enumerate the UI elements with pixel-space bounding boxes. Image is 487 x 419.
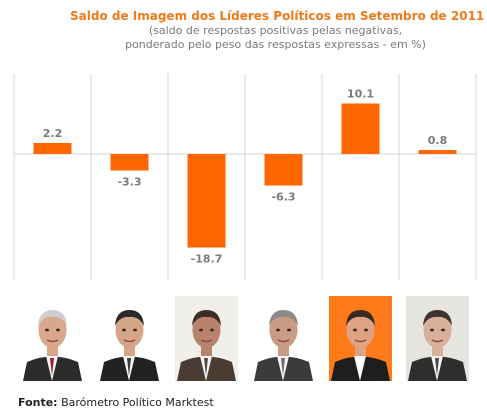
chart-subtitle-line-2: ponderado pelo peso das respostas expres…	[125, 38, 426, 51]
portrait-leader-3-icon	[175, 296, 238, 381]
bar-3	[187, 154, 226, 248]
grid-lines	[13, 74, 477, 280]
portrait-leader-5-icon	[329, 296, 392, 381]
value-labels: 2.2 -3.3 -18.7 -6.3 10.1 0.8	[43, 88, 448, 266]
portrait-leader-6-icon	[406, 296, 469, 381]
bar-2	[110, 154, 149, 171]
chart-title: Saldo de Imagem dos Líderes Políticos em…	[70, 9, 485, 23]
portrait-leader-2-icon	[98, 296, 161, 381]
portrait-leader-4-icon	[252, 296, 315, 381]
bars	[33, 103, 457, 248]
source-label: Fonte:	[18, 396, 58, 409]
portrait-leader-1-icon	[21, 296, 84, 381]
value-label-3: -18.7	[191, 253, 223, 266]
value-label-5: 10.1	[347, 88, 374, 101]
bar-chart: 2.2 -3.3 -18.7 -6.3 10.1 0.8	[13, 74, 477, 280]
bar-5	[341, 103, 380, 154]
value-label-1: 2.2	[43, 127, 63, 140]
bar-6	[418, 150, 457, 154]
value-label-6: 0.8	[428, 134, 448, 147]
value-label-2: -3.3	[117, 176, 141, 189]
source-note: Fonte: Barómetro Político Marktest	[18, 396, 214, 409]
chart-subtitle-line-1: (saldo de respostas positivas pelas nega…	[148, 24, 403, 37]
bar-1	[33, 143, 72, 154]
bar-4	[264, 154, 303, 186]
value-label-4: -6.3	[271, 191, 295, 204]
source-text: Barómetro Político Marktest	[57, 396, 214, 409]
